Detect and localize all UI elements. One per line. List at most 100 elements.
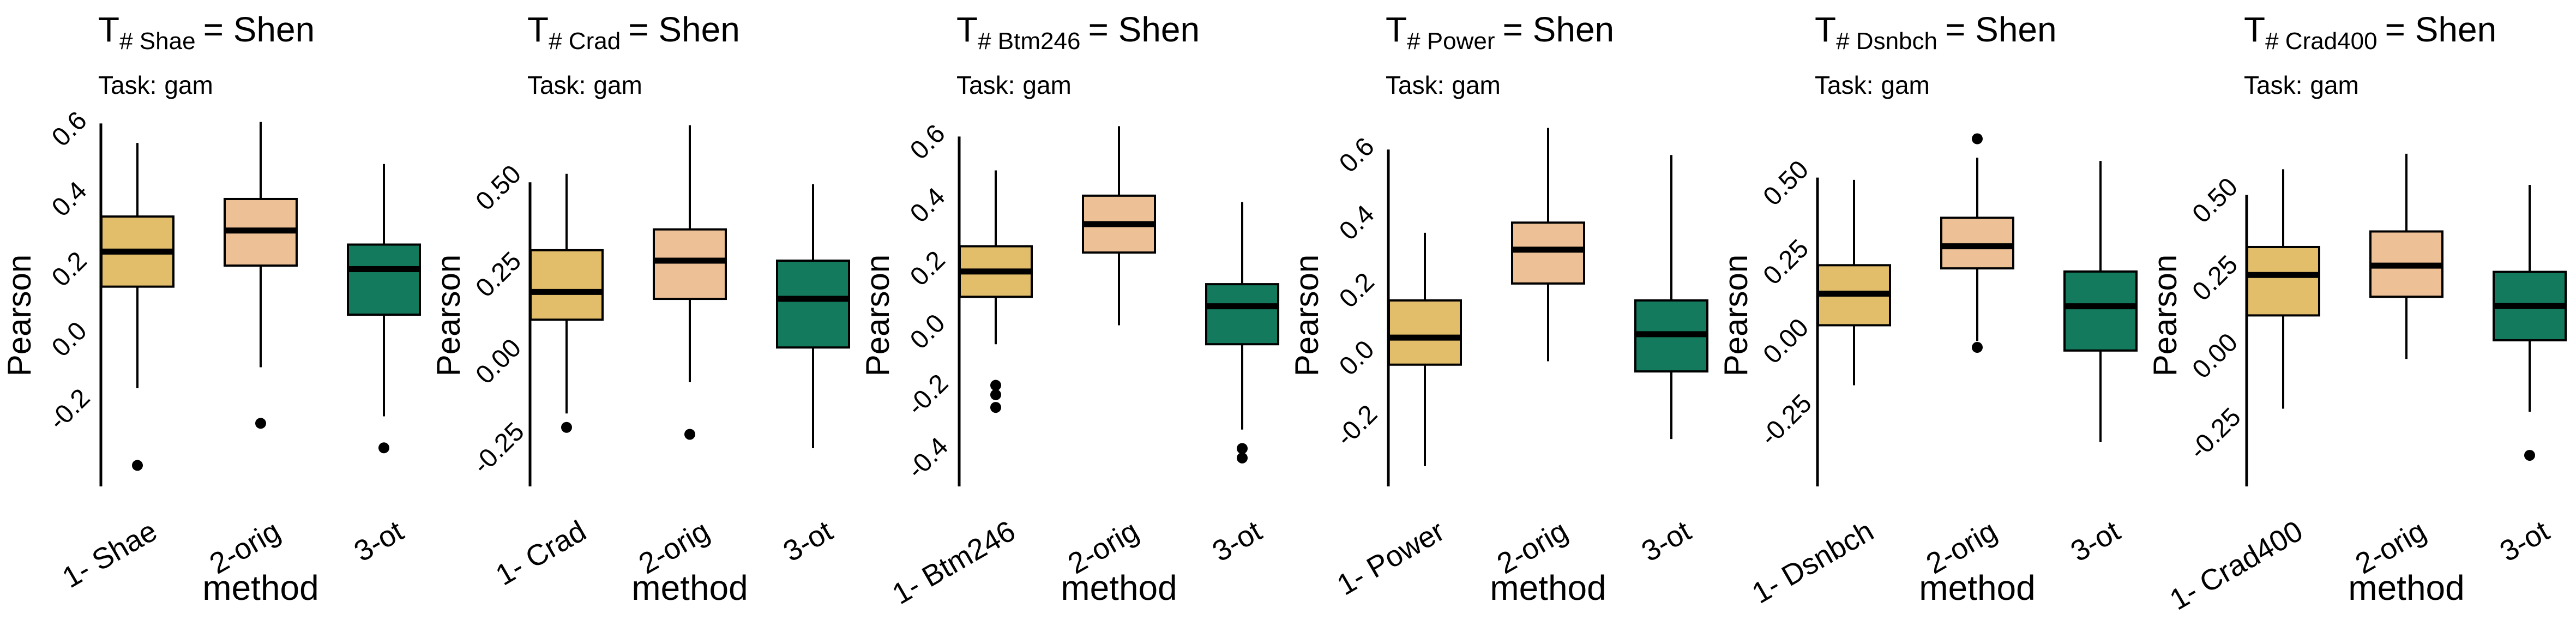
y-tick-label: 0.4 (46, 176, 93, 222)
title-suffix: = Shen (628, 10, 740, 49)
chart-panel: T# Crad = Shen Task: gam 0.50 0.25 0.00 -0.25 Pe… (429, 0, 858, 644)
x-tick-label: 1- Crad (490, 514, 592, 592)
x-tick-label: 3-ot (1636, 514, 1696, 568)
box-body (1511, 221, 1585, 285)
chart-title: T# Btm246 = Shen (956, 10, 1200, 55)
y-tick-label: 0.25 (471, 246, 527, 303)
y-tick-label: 0.50 (1758, 155, 1815, 212)
x-tick-label: 3-ot (2494, 514, 2555, 568)
title-suffix: = Shen (2385, 10, 2497, 49)
box-1 (100, 143, 174, 471)
y-axis-title: Pearson (859, 255, 896, 376)
chart-panel: T# Dsnbch = Shen Task: gam 0.50 0.25 0.00 -0.25… (1717, 0, 2146, 644)
title-subscript: # Shae (119, 28, 195, 55)
chart-panel: T# Shae = Shen Task: gam 0.6 0.4 0.2 0.0 -0.2 Pea… (0, 0, 429, 644)
box-1 (2246, 169, 2320, 409)
chart-svg: T# Dsnbch = Shen Task: gam 0.50 0.25 0.00 -0.25… (1718, 10, 2138, 610)
x-tick-label: 1- Crad400 (2164, 514, 2308, 616)
x-tick-label: 3-ot (2065, 514, 2126, 568)
y-tick-label: -0.2 (1331, 400, 1383, 452)
title-prefix: T (1815, 10, 1836, 49)
box-2 (653, 125, 727, 440)
title-prefix: T (2244, 10, 2265, 49)
task-label: Task: gam (956, 71, 1072, 99)
x-tick-label: 3-ot (348, 514, 409, 568)
box-3 (2493, 184, 2567, 461)
outlier-point (2524, 449, 2535, 461)
x-axis-title: method (1490, 568, 1606, 607)
x-axis-title: method (202, 568, 318, 607)
x-tick-label: 1- Shae (57, 514, 162, 594)
chart-title: T# Dsnbch = Shen (1815, 10, 2057, 55)
title-suffix: = Shen (1088, 10, 1200, 49)
title-subscript: # Btm246 (978, 28, 1080, 55)
outlier-point (255, 418, 266, 429)
box-3 (347, 164, 421, 454)
y-axis-title: Pearson (1718, 255, 1754, 376)
y-tick-label: 0.0 (46, 316, 93, 363)
chart-svg: T# Crad = Shen Task: gam 0.50 0.25 0.00 -0.25Pe… (430, 10, 850, 607)
box-3 (1205, 202, 1279, 464)
y-tick-label: 0.4 (905, 182, 951, 228)
box-body (1940, 216, 2014, 270)
y-tick-label: -0.25 (2184, 402, 2247, 465)
title-suffix: = Shen (203, 10, 315, 49)
x-axis-title: method (1061, 568, 1177, 607)
box-body (2063, 270, 2138, 352)
task-label-text: Task: (527, 71, 586, 99)
task-value: gam (1881, 71, 1929, 99)
y-tick-label: 0.50 (471, 160, 527, 216)
y-tick-label: 0.6 (46, 106, 93, 152)
outlier-point (990, 380, 1001, 391)
outlier-point (561, 422, 572, 433)
box-body (529, 249, 604, 321)
y-tick-label: -0.2 (901, 369, 954, 421)
box-3 (1634, 155, 1708, 440)
outlier-point (1972, 342, 1983, 353)
outlier-point (1972, 133, 1983, 145)
title-prefix: T (98, 10, 119, 49)
chart-panel: T# Power = Shen Task: gam 0.6 0.4 0.2 0.0 -0.2 Pe… (1287, 0, 1717, 644)
chart-title: T# Crad = Shen (527, 10, 740, 55)
y-tick-label: 0.50 (2187, 172, 2244, 229)
box-3 (776, 184, 850, 448)
task-label: Task: gam (1386, 71, 1501, 99)
task-label-text: Task: (98, 71, 157, 99)
x-tick-label: 3-ot (778, 514, 838, 568)
x-axis-title: method (631, 568, 748, 607)
task-label: Task: gam (527, 71, 642, 99)
outlier-point (1237, 443, 1248, 454)
box-2 (1082, 126, 1156, 326)
box-body (1205, 283, 1279, 346)
x-tick-label: 1- Power (1332, 514, 1450, 601)
box-3 (2063, 161, 2138, 442)
title-subscript: # Power (1407, 28, 1495, 55)
y-axis-title: Pearson (430, 255, 467, 376)
title-suffix: = Shen (1945, 10, 2057, 49)
chart-title: T# Shae = Shen (98, 10, 315, 55)
outlier-point (990, 402, 1001, 413)
title-subscript: # Crad400 (2265, 28, 2377, 55)
outlier-point (990, 389, 1001, 400)
box-2 (224, 122, 298, 429)
task-label-text: Task: (1815, 71, 1873, 99)
chart-panel: T# Crad400 = Shen Task: gam 0.50 0.25 0.00 -0.2… (2146, 0, 2575, 644)
x-tick-label: 1- Btm246 (887, 514, 1021, 611)
chart-panel: T# Btm246 = Shen Task: gam 0.6 0.4 0.2 0.0 -0.2-… (858, 0, 1287, 644)
y-tick-label: -0.2 (43, 383, 95, 436)
box-2 (1511, 128, 1585, 362)
y-tick-label: 0.00 (471, 333, 527, 390)
y-tick-label: 0.25 (1758, 234, 1815, 291)
task-label: Task: gam (2244, 71, 2359, 99)
box-1 (1817, 179, 1891, 386)
task-value: gam (164, 71, 213, 99)
y-tick-label: -0.4 (901, 432, 954, 484)
box-body (1388, 299, 1462, 366)
chart-svg: T# Crad400 = Shen Task: gam 0.50 0.25 0.00 -0.2… (2147, 10, 2567, 616)
outlier-point (378, 442, 389, 454)
y-tick-label: 0.4 (1334, 200, 1380, 246)
outlier-point (132, 460, 143, 471)
box-body (347, 243, 421, 316)
title-prefix: T (1386, 10, 1407, 49)
